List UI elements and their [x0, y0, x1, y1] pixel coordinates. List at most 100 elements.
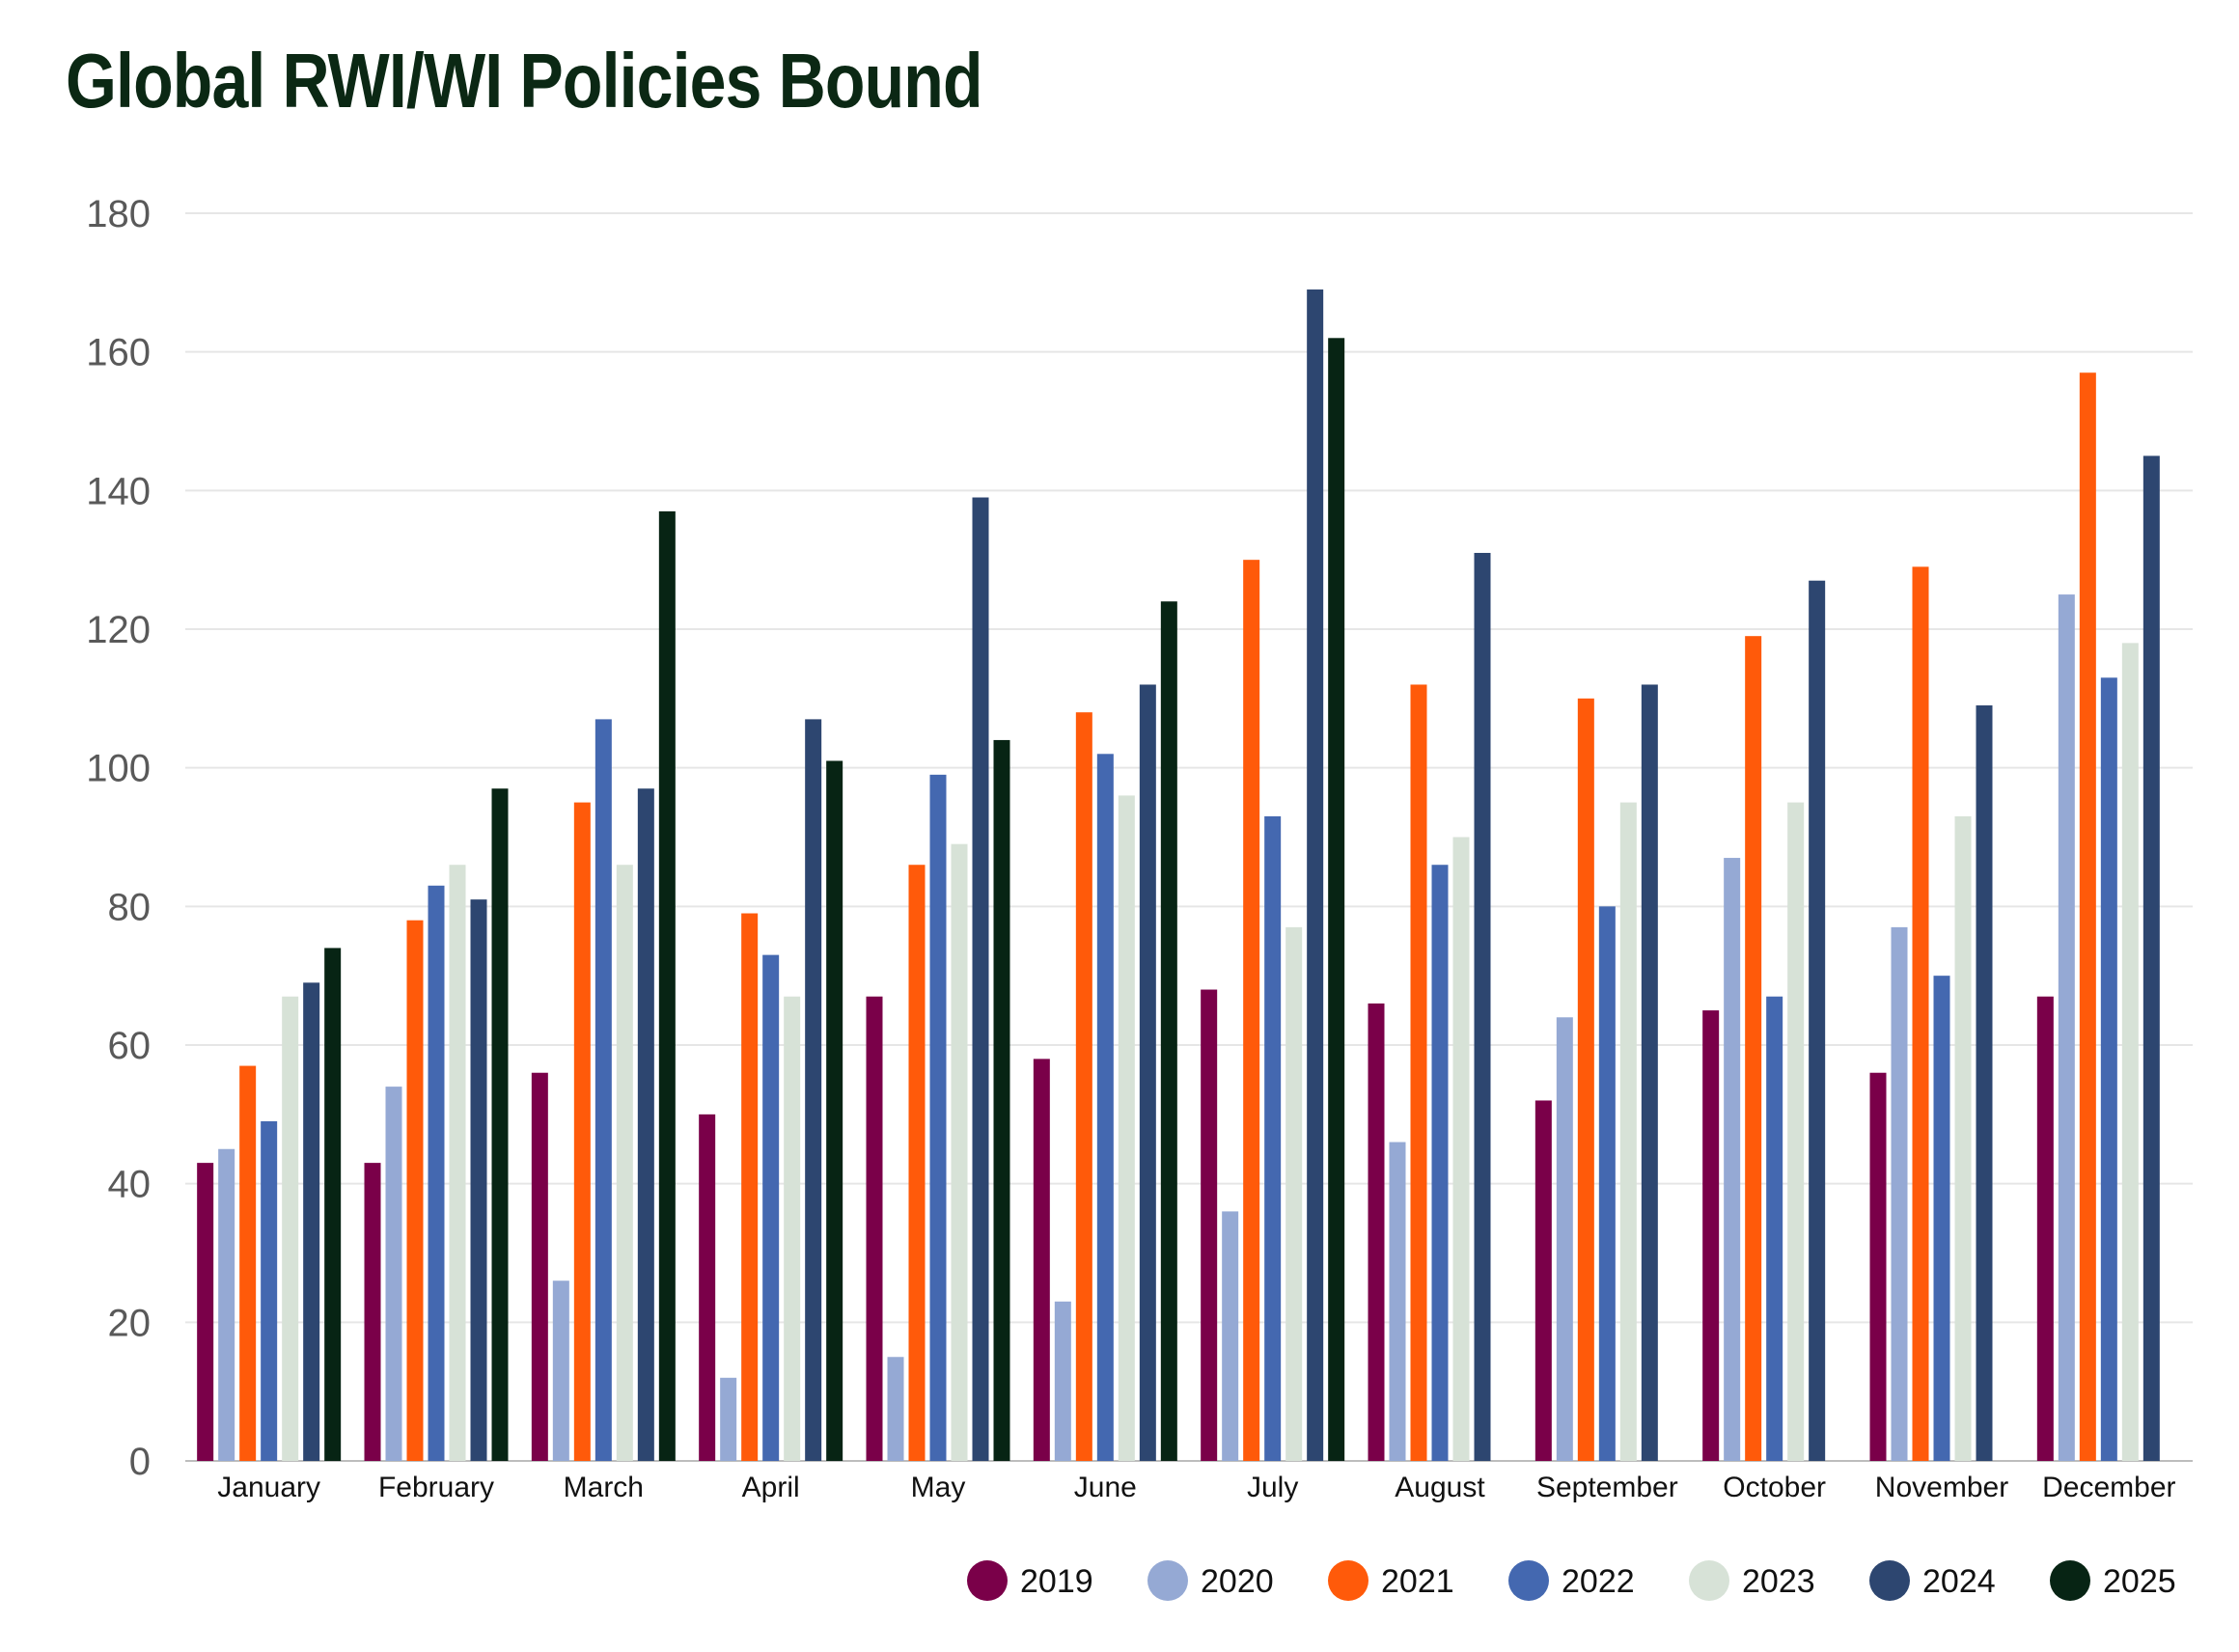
bar-2019-july — [1201, 989, 1218, 1461]
bar-2019-february — [364, 1163, 381, 1461]
bar-2023-december — [2121, 643, 2139, 1461]
bar-2019-december — [2036, 996, 2054, 1461]
bar-2025-june — [1160, 601, 1177, 1461]
y-tick-label: 60 — [108, 1025, 152, 1067]
bar-2022-february — [428, 885, 445, 1461]
bar-2020-june — [1054, 1301, 1071, 1461]
bar-2022-august — [1431, 865, 1449, 1461]
y-axis-tick-labels: 0 20 40 60 80 100 120 140 160 180 — [86, 193, 151, 1483]
x-tick-label-september: September — [1536, 1472, 1678, 1503]
x-tick-label-july: July — [1247, 1472, 1298, 1503]
bar-2020-september — [1556, 1017, 1573, 1461]
bar-2020-july — [1222, 1211, 1239, 1461]
bar-2025-july — [1328, 338, 1345, 1461]
bar-2021-december — [2079, 372, 2096, 1461]
bar-2021-january — [239, 1065, 257, 1461]
bar-2022-march — [594, 719, 612, 1461]
y-tick-label: 160 — [86, 332, 151, 374]
bar-2022-july — [1264, 815, 1282, 1461]
bar-2021-february — [406, 920, 424, 1461]
x-tick-label-june: June — [1074, 1472, 1137, 1503]
bar-2021-august — [1410, 684, 1427, 1461]
bar-2022-september — [1598, 906, 1616, 1461]
bar-2023-june — [1118, 795, 1135, 1461]
bar-2021-april — [741, 913, 759, 1461]
bar-2020-february — [385, 1087, 402, 1461]
grid-lines — [185, 212, 2193, 1462]
y-tick-label: 120 — [86, 609, 151, 651]
bar-2023-may — [951, 843, 968, 1461]
bar-2024-october — [1809, 580, 1826, 1461]
bar-2020-november — [1891, 926, 1908, 1461]
x-tick-label-march: March — [564, 1472, 644, 1503]
bar-2022-april — [762, 954, 780, 1461]
bar-2019-april — [699, 1114, 716, 1461]
legend-label-2024: 2024 — [1922, 1563, 1996, 1600]
legend-label-2025: 2025 — [2103, 1563, 2176, 1600]
bar-2019-august — [1368, 1003, 1385, 1461]
bar-2025-may — [993, 739, 1010, 1461]
legend-label-2020: 2020 — [1201, 1563, 1274, 1600]
bar-2019-january — [197, 1163, 214, 1461]
bar-2023-january — [282, 996, 299, 1461]
x-tick-label-april: April — [742, 1472, 800, 1503]
bar-2023-march — [616, 865, 633, 1461]
bar-2019-november — [1869, 1072, 1887, 1461]
bar-2020-march — [552, 1280, 569, 1461]
bar-2024-december — [2142, 455, 2160, 1462]
bar-2025-january — [324, 948, 342, 1461]
legend-label-2019: 2019 — [1020, 1563, 1093, 1600]
bar-2024-march — [637, 788, 654, 1461]
legend-swatch-2024 — [1869, 1560, 1910, 1601]
bar-2025-april — [826, 760, 843, 1461]
bar-2023-february — [449, 865, 466, 1461]
y-tick-label: 0 — [129, 1441, 151, 1483]
y-tick-label: 100 — [86, 748, 151, 790]
legend-swatch-2023 — [1689, 1560, 1729, 1601]
bar-2022-june — [1096, 754, 1114, 1461]
y-tick-label: 40 — [108, 1164, 152, 1206]
bar-2024-july — [1307, 289, 1324, 1462]
bar-2022-october — [1766, 996, 1783, 1461]
bar-2021-may — [908, 865, 926, 1461]
bar-2020-april — [720, 1377, 737, 1461]
legend-swatch-2025 — [2050, 1560, 2090, 1601]
bar-2022-may — [929, 774, 947, 1461]
bar-2022-december — [2100, 677, 2117, 1461]
bar-2021-march — [573, 802, 591, 1461]
bar-2024-november — [1976, 705, 1993, 1461]
bar-2019-may — [866, 996, 883, 1461]
bar-2023-november — [1954, 815, 1972, 1461]
bar-2024-june — [1139, 684, 1156, 1461]
bar-2024-may — [972, 497, 989, 1461]
bar-2020-october — [1724, 858, 1741, 1461]
bar-2024-april — [805, 719, 822, 1461]
bar-2021-july — [1243, 560, 1260, 1461]
x-tick-label-october: October — [1723, 1472, 1826, 1503]
x-axis-tick-labels: January February March April May June July Augu… — [217, 1472, 2175, 1503]
bar-2023-october — [1787, 802, 1805, 1461]
bar-2024-january — [303, 982, 320, 1461]
legend-swatch-2022 — [1508, 1560, 1549, 1601]
y-tick-label: 20 — [108, 1302, 152, 1344]
bar-2025-march — [658, 510, 676, 1461]
y-tick-label: 140 — [86, 470, 151, 512]
bars — [197, 289, 2160, 1462]
bar-2023-july — [1285, 926, 1303, 1461]
bar-2024-february — [470, 899, 487, 1461]
bar-2021-november — [1912, 566, 1929, 1461]
y-tick-label: 80 — [108, 886, 152, 928]
bar-2019-october — [1702, 1010, 1720, 1461]
chart-title: Global RWI/WI Policies Bound — [66, 38, 982, 124]
bar-2019-march — [531, 1072, 548, 1461]
x-tick-label-august: August — [1395, 1472, 1485, 1503]
bar-2020-may — [887, 1357, 904, 1461]
x-tick-label-december: December — [2042, 1472, 2175, 1503]
legend-swatch-2021 — [1328, 1560, 1368, 1601]
bar-2023-august — [1452, 837, 1470, 1461]
bar-2021-october — [1745, 636, 1762, 1461]
y-tick-label: 180 — [86, 193, 151, 235]
bar-2024-september — [1641, 684, 1658, 1461]
legend-swatch-2019 — [967, 1560, 1008, 1601]
